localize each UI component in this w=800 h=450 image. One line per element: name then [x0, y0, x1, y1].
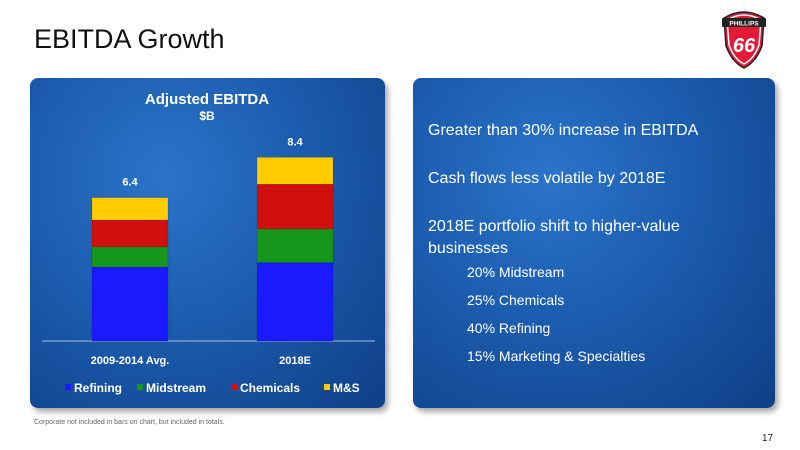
- page-number: 17: [762, 433, 774, 444]
- bar-ms-0: [91, 197, 169, 221]
- chart-title: Adjusted EBITDA: [145, 91, 269, 108]
- legend-swatch-midstream: [137, 384, 143, 390]
- category-label-1: 2018E: [279, 355, 311, 367]
- legend-swatch-refining: [65, 384, 71, 390]
- sub-marketing: 15% Marketing & Specialties: [467, 348, 646, 364]
- bar-refining-1: [256, 262, 334, 342]
- sub-chemicals: 25% Chemicals: [467, 292, 565, 308]
- logo-text: PHILLIPS: [729, 21, 759, 28]
- page-title: EBITDA Growth: [34, 24, 225, 54]
- legend-label-chemicals: Chemicals: [240, 381, 300, 395]
- sub-refining: 40% Refining: [467, 320, 551, 336]
- bar-midstream-0: [91, 246, 169, 268]
- category-label-0: 2009-2014 Avg.: [91, 355, 170, 367]
- chart-subtitle: $B: [199, 109, 215, 123]
- bullet-portfolio-shift: 2018E portfolio shift to higher-value bu…: [428, 218, 680, 257]
- legend-swatch-ms: [324, 384, 330, 390]
- legend-swatch-chemicals: [231, 384, 237, 390]
- phillips-66-logo: PHILLIPS 66: [722, 11, 766, 69]
- sub-midstream: 20% Midstream: [467, 264, 565, 280]
- footnote: Corporate not included in bars on chart,…: [34, 419, 225, 426]
- bar-ms-1: [256, 157, 334, 185]
- text-panel: Greater than 30% increase in EBITDA Cash…: [413, 78, 775, 408]
- total-label-0: 6.4: [122, 177, 138, 189]
- bar-chemicals-1: [256, 183, 334, 230]
- bullet-cash-flows: Cash flows less volatile by 2018E: [428, 170, 666, 187]
- legend-label-midstream: Midstream: [146, 381, 206, 395]
- legend-label-refining: Refining: [74, 381, 122, 395]
- bar-chemicals-0: [91, 219, 169, 248]
- ebitda-chart: Adjusted EBITDA $B 6.4 2009-2014 Avg. 8.4 2…: [42, 91, 375, 395]
- logo-number: 66: [733, 35, 756, 57]
- bar-midstream-1: [256, 228, 334, 263]
- bar-refining-0: [91, 266, 169, 342]
- bullet-ebitda-increase: Greater than 30% increase in EBITDA: [428, 122, 699, 139]
- total-label-1: 8.4: [287, 136, 303, 148]
- legend-label-ms: M&S: [333, 381, 360, 395]
- chart-panel: Adjusted EBITDA $B 6.4 2009-2014 Avg. 8.4 2…: [30, 78, 385, 408]
